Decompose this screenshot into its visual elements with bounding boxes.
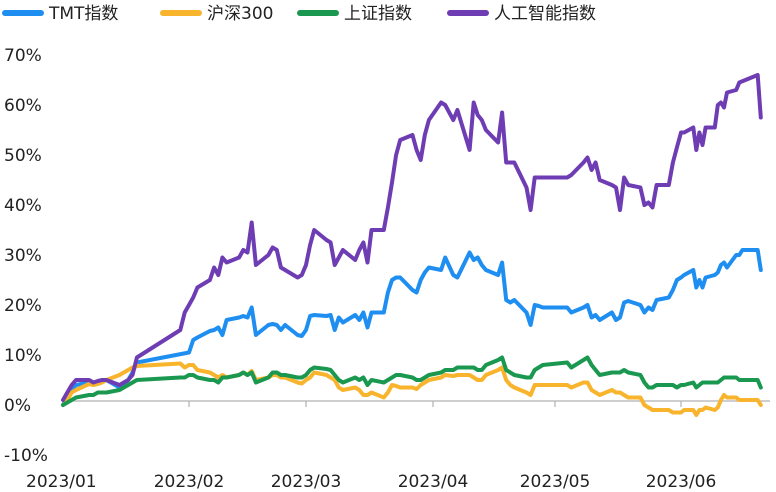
y-tick-label: 20% <box>4 296 42 316</box>
y-axis: -10% 0% 10% 20% 30% 40% 50% 60% 70% <box>4 46 48 466</box>
y-tick-label: 0% <box>4 396 31 416</box>
legend-label: 沪深300 <box>207 4 273 24</box>
y-tick-label: 40% <box>4 196 42 216</box>
plot-area <box>61 73 763 417</box>
series-line-1 <box>61 361 763 417</box>
x-tick-label: 2023/05 <box>520 472 591 492</box>
x-tick-label: 2023/04 <box>398 472 469 492</box>
x-tick-label: 2023/06 <box>646 472 717 492</box>
x-tick-label: 2023/02 <box>154 472 225 492</box>
legend-label: TMT指数 <box>48 4 118 24</box>
legend: TMT指数 沪深300 上证指数 人工智能指数 <box>2 4 596 24</box>
x-axis: 2023/01 2023/02 2023/03 2023/04 2023/05 2023/… <box>26 400 770 492</box>
y-tick-label: -10% <box>4 446 48 466</box>
y-tick-label: 30% <box>4 246 42 266</box>
y-tick-label: 50% <box>4 146 42 166</box>
y-tick-label: 60% <box>4 96 42 116</box>
x-tick-label: 2023/03 <box>271 472 342 492</box>
x-tick-label: 2023/01 <box>26 472 97 492</box>
legend-label: 人工智能指数 <box>494 4 596 24</box>
y-tick-label: 70% <box>4 46 42 66</box>
series-line-2 <box>61 355 763 407</box>
series-line-0 <box>61 248 763 407</box>
legend-label: 上证指数 <box>344 4 412 24</box>
y-tick-label: 10% <box>4 346 42 366</box>
series-line-3 <box>61 73 763 402</box>
